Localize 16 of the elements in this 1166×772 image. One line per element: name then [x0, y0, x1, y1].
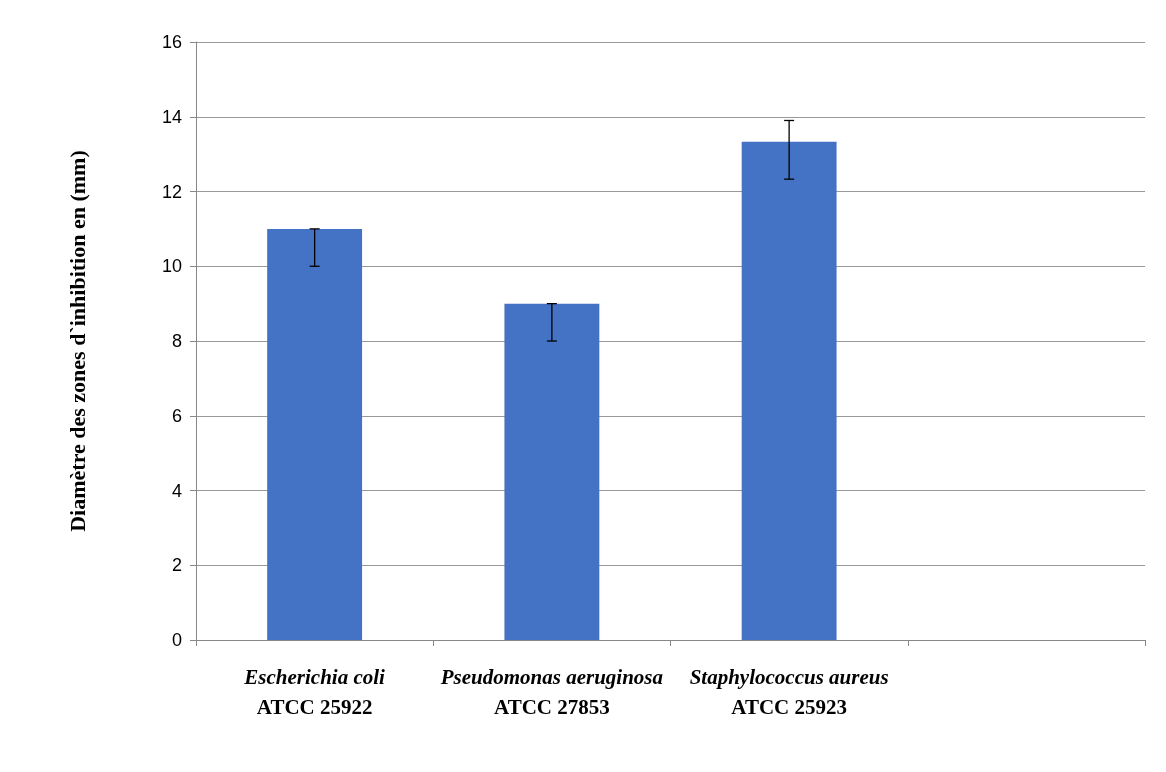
bar [741, 141, 837, 640]
y-tick-label: 16 [161, 32, 182, 52]
x-tick-label: Pseudomonas aeruginosa ATCC 27853 [439, 665, 664, 719]
y-tick-label: 14 [161, 106, 182, 127]
y-tick-label: 12 [161, 181, 182, 202]
x-tick-label: Staphylococcus aureus ATCC 25923 [689, 665, 889, 719]
x-tick-label: Escherichia coli ATCC 25922 [243, 665, 386, 719]
y-axis-title: Diamètre des zones d`inhibition en (mm) [64, 150, 90, 532]
y-tick-label: 2 [171, 555, 182, 576]
y-tick-label: 10 [161, 256, 182, 277]
y-tick-label: 0 [171, 630, 182, 650]
bar [504, 303, 600, 640]
y-tick-label: 4 [171, 480, 182, 501]
y-tick-label: 6 [171, 405, 182, 426]
y-tick-label: 8 [171, 331, 182, 351]
bar [267, 228, 363, 640]
